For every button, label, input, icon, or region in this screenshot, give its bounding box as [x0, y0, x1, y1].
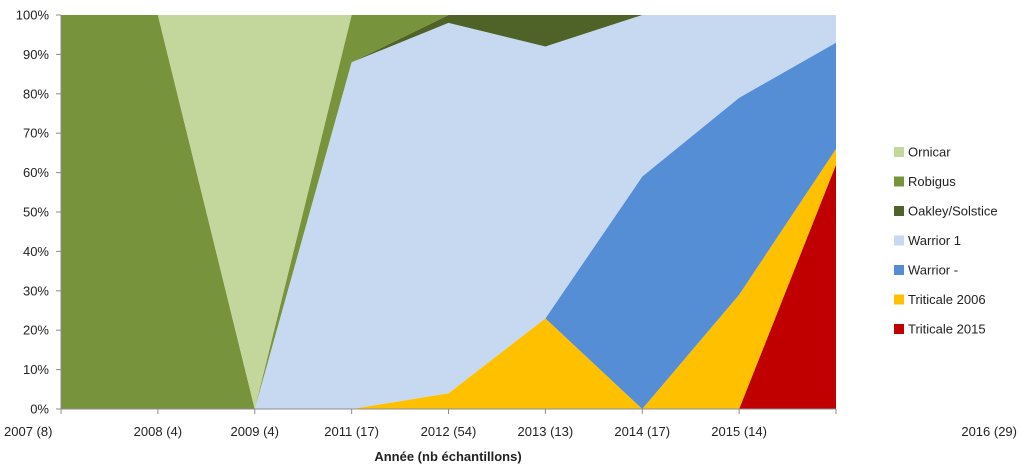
x-tick-label: 2014 (17)	[614, 424, 670, 439]
y-tick-label: 100%	[16, 8, 50, 23]
legend-swatch	[894, 206, 904, 216]
legend-item: Triticale 2006	[894, 292, 986, 307]
x-tick-label: 2007 (8)	[4, 424, 52, 439]
plot-area	[61, 15, 836, 409]
x-tick-label: 2013 (13)	[518, 424, 574, 439]
y-tick-label: 50%	[23, 205, 49, 220]
x-tick-label: 2009 (4)	[231, 424, 279, 439]
legend-item: Robigus	[894, 174, 956, 189]
legend-label: Ornicar	[908, 145, 951, 160]
legend-item: Ornicar	[894, 145, 951, 160]
y-tick-label: 40%	[23, 244, 49, 259]
x-tick-label: 2011 (17)	[324, 424, 379, 439]
legend-item: Oakley/Solstice	[894, 204, 998, 219]
x-tick-label: 2012 (54)	[421, 424, 477, 439]
y-tick-label: 80%	[23, 86, 49, 101]
area-series-robigus	[61, 15, 836, 409]
x-tick-label: 2016 (29)	[961, 424, 1017, 439]
legend-label: Robigus	[908, 174, 956, 189]
y-tick-label: 0%	[30, 402, 49, 417]
x-axis-title: Année (nb échantillons)	[374, 449, 521, 464]
axes	[56, 14, 837, 414]
area-series-warrior	[61, 42, 836, 409]
y-tick-label: 90%	[23, 47, 49, 62]
legend-label: Warrior 1	[908, 233, 961, 248]
legend-item: Triticale 2015	[894, 322, 986, 337]
legend-swatch	[894, 265, 904, 275]
legend: Ornicar Robigus Oakley/Solstice Warrior 1 Wa…	[894, 145, 998, 337]
legend-swatch	[894, 294, 904, 305]
legend-swatch	[894, 147, 904, 157]
y-tick-label: 30%	[23, 283, 49, 298]
area-series-ornicar	[61, 15, 836, 409]
legend-swatch	[894, 235, 904, 246]
legend-label: Triticale 2015	[908, 322, 986, 337]
legend-swatch	[894, 176, 904, 187]
x-tick-label: 2015 (14)	[711, 424, 767, 439]
legend-label: Warrior -	[908, 263, 958, 278]
tick-labels: 0% 10% 20% 30% 40% 50% 60% 70% 80% 90% 100% 2007 (8…	[4, 8, 1017, 440]
area-series-triticale-2015	[61, 164, 836, 409]
legend-item: Warrior 1	[894, 233, 961, 248]
legend-item: Warrior -	[894, 263, 958, 278]
y-tick-label: 10%	[23, 362, 49, 377]
legend-swatch	[894, 324, 904, 334]
legend-label: Triticale 2006	[908, 292, 986, 307]
y-tick-label: 70%	[23, 126, 49, 141]
y-tick-label: 20%	[23, 323, 49, 338]
y-tick-label: 60%	[23, 165, 49, 180]
legend-label: Oakley/Solstice	[908, 204, 998, 219]
x-tick-label: 2008 (4)	[134, 424, 182, 439]
area-series-warrior-1	[61, 15, 836, 409]
